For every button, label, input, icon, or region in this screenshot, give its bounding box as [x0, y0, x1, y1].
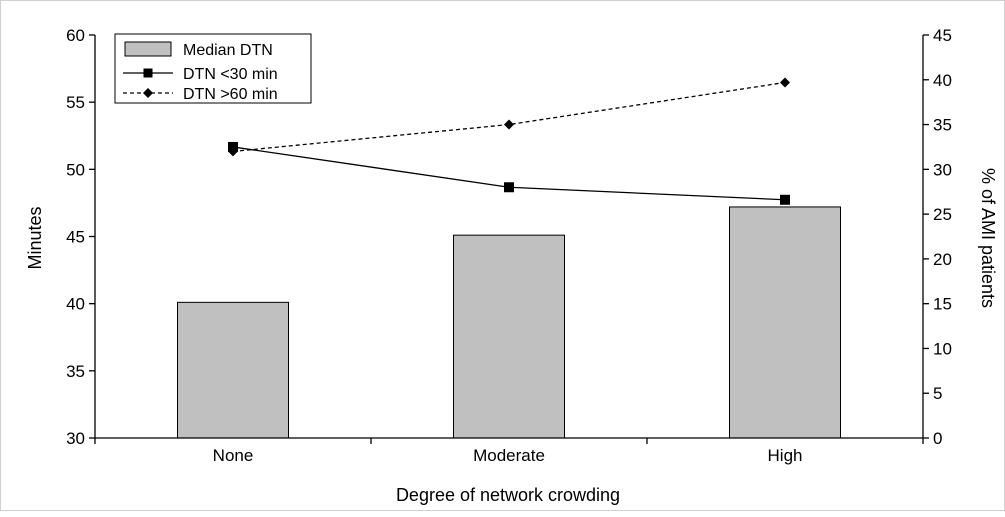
y2-tick-label: 5 — [933, 384, 942, 403]
y2-tick-label: 0 — [933, 429, 942, 448]
x-tick-label: High — [768, 446, 803, 465]
y2-tick-label: 40 — [933, 71, 952, 90]
bar-moderate — [453, 234, 565, 439]
y-tick-label: 50 — [66, 160, 85, 179]
y2-tick-label: 45 — [933, 26, 952, 45]
marker-square-moderate — [504, 182, 514, 193]
y2-tick-label: 20 — [933, 250, 952, 269]
x-axis-title: Degree of network crowding — [396, 485, 620, 505]
legend-label-dtn-under-30: DTN <30 min — [183, 66, 278, 83]
marker-diamond-none — [228, 146, 238, 157]
marker-diamond-moderate — [504, 119, 514, 130]
y-tick-label: 45 — [66, 228, 85, 247]
legend-marker-diamond — [143, 88, 153, 98]
y2-tick-label: 25 — [933, 205, 952, 224]
y2-tick-label: 35 — [933, 116, 952, 135]
y-tick-label: 40 — [66, 295, 85, 314]
y-tick-label: 30 — [66, 429, 85, 448]
y-tick-label: 35 — [66, 362, 85, 381]
y2-tick-label: 10 — [933, 339, 952, 358]
series-line-2 — [232, 81, 786, 153]
bars-layer — [177, 206, 841, 439]
x-tick-label: None — [213, 446, 254, 465]
bar-high — [729, 206, 841, 439]
y2-tick-label: 15 — [933, 295, 952, 314]
y2-axis-title: % of AMI patients — [978, 168, 998, 308]
legend-marker-square — [143, 68, 153, 78]
legend: Median DTN DTN <30 min DTN >60 min — [114, 33, 312, 104]
x-tick-label: Moderate — [473, 446, 545, 465]
bar-none — [177, 301, 289, 439]
y-axis-title: Minutes — [25, 206, 45, 269]
legend-label-median-dtn: Median DTN — [183, 42, 273, 59]
marker-diamond-high — [780, 77, 790, 88]
marker-square-high — [780, 194, 790, 205]
y-tick-label: 60 — [66, 26, 85, 45]
y2-tick-label: 30 — [933, 160, 952, 179]
axes-layer: 30 35 40 45 50 55 60 0 5 10 15 20 25 30 35 40 45 None Mode… — [66, 26, 952, 465]
lines-layer — [228, 77, 790, 205]
legend-swatch-median-dtn — [124, 41, 172, 57]
legend-label-dtn-over-60: DTN >60 min — [183, 86, 278, 103]
y-tick-label: 55 — [66, 93, 85, 112]
